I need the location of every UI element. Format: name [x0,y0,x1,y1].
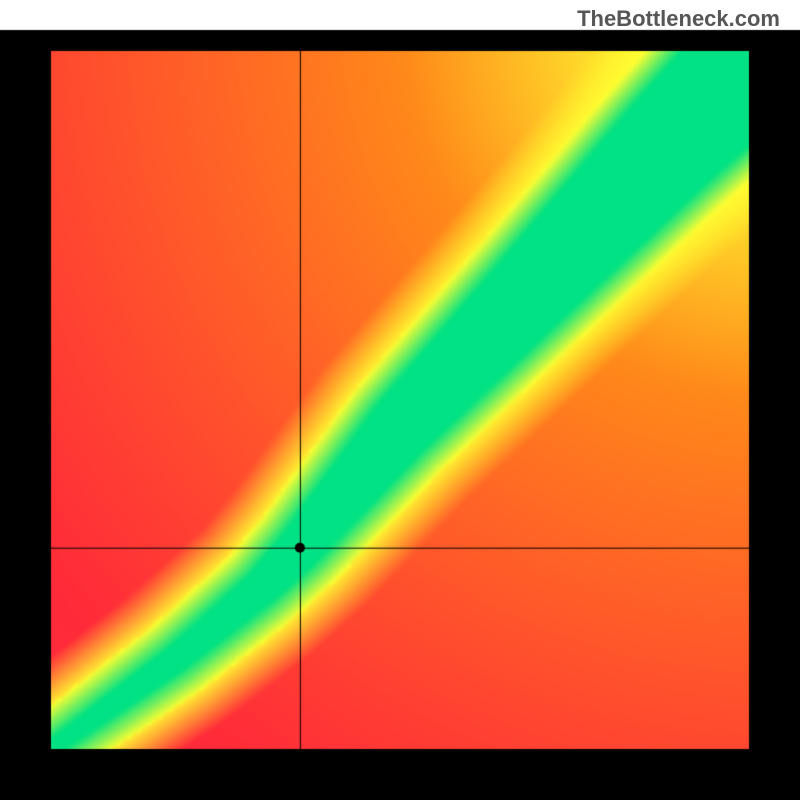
watermark-text: TheBottleneck.com [577,6,780,32]
heatmap-canvas [0,0,800,800]
